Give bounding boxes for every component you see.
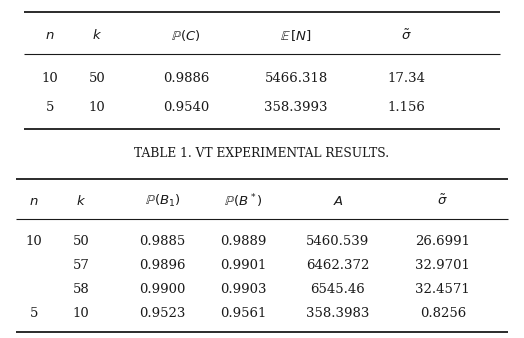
Text: $\tilde{\sigma}$: $\tilde{\sigma}$ — [438, 194, 448, 208]
Text: $n$: $n$ — [29, 195, 39, 208]
Text: $\tilde{\sigma}$: $\tilde{\sigma}$ — [401, 28, 411, 43]
Text: 0.9523: 0.9523 — [139, 307, 185, 320]
Text: $\mathbb{P}(B^*)$: $\mathbb{P}(B^*)$ — [224, 192, 263, 210]
Text: 358.3993: 358.3993 — [264, 101, 328, 114]
Text: 32.4571: 32.4571 — [416, 283, 470, 296]
Text: 0.9540: 0.9540 — [163, 101, 209, 114]
Text: 5: 5 — [30, 307, 38, 320]
Text: 0.9885: 0.9885 — [139, 235, 185, 248]
Text: 5: 5 — [46, 101, 54, 114]
Text: 1.156: 1.156 — [387, 101, 425, 114]
Text: $\mathbb{P}(B_1)$: $\mathbb{P}(B_1)$ — [145, 193, 180, 209]
Text: 57: 57 — [73, 259, 90, 272]
Text: 0.9900: 0.9900 — [139, 283, 185, 296]
Text: 0.9896: 0.9896 — [139, 259, 185, 272]
Text: 0.9903: 0.9903 — [221, 283, 267, 296]
Text: 0.9561: 0.9561 — [221, 307, 267, 320]
Text: 50: 50 — [73, 235, 90, 248]
Text: 26.6991: 26.6991 — [416, 235, 470, 248]
Text: 10: 10 — [26, 235, 42, 248]
Text: $k$: $k$ — [76, 194, 86, 208]
Text: 0.9889: 0.9889 — [221, 235, 267, 248]
Text: 10: 10 — [89, 101, 105, 114]
Text: 10: 10 — [73, 307, 90, 320]
Text: 50: 50 — [89, 72, 105, 85]
Text: 6545.46: 6545.46 — [311, 283, 365, 296]
Text: 5460.539: 5460.539 — [307, 235, 369, 248]
Text: $\mathbb{E}\,[N]$: $\mathbb{E}\,[N]$ — [280, 28, 312, 43]
Text: 58: 58 — [73, 283, 90, 296]
Text: TABLE 1. VT EXPERIMENTAL RESULTS.: TABLE 1. VT EXPERIMENTAL RESULTS. — [135, 147, 389, 160]
Text: 32.9701: 32.9701 — [416, 259, 470, 272]
Text: $\mathbb{P}(C)$: $\mathbb{P}(C)$ — [171, 28, 201, 43]
Text: $A$: $A$ — [333, 195, 343, 208]
Text: 6462.372: 6462.372 — [307, 259, 369, 272]
Text: 358.3983: 358.3983 — [307, 307, 369, 320]
Text: $k$: $k$ — [92, 28, 102, 43]
Text: 0.8256: 0.8256 — [420, 307, 466, 320]
Text: $n$: $n$ — [45, 29, 54, 42]
Text: 10: 10 — [41, 72, 58, 85]
Text: 0.9886: 0.9886 — [163, 72, 209, 85]
Text: 0.9901: 0.9901 — [221, 259, 267, 272]
Text: 5466.318: 5466.318 — [265, 72, 328, 85]
Text: 17.34: 17.34 — [387, 72, 425, 85]
